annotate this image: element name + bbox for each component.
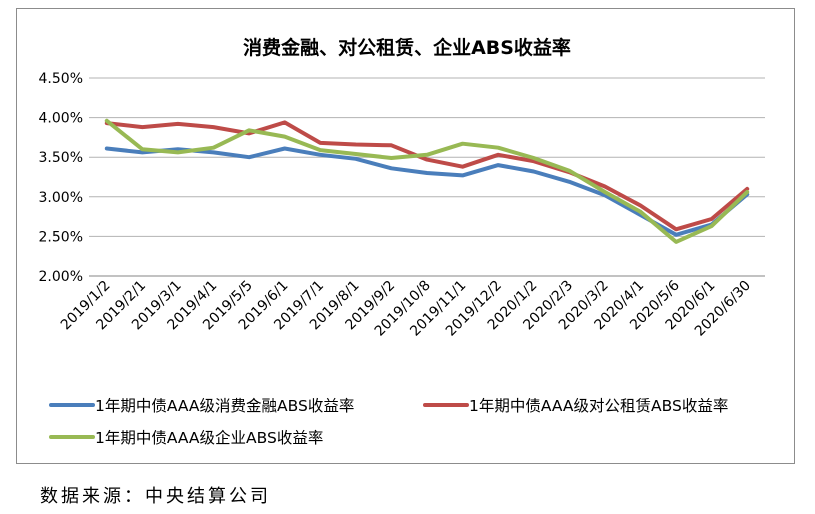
chart-title: 消费金融、对公租赁、企业ABS收益率 xyxy=(243,36,571,59)
legend: 1年期中债AAA级消费金融ABS收益率 1年期中债AAA级对公租赁ABS收益率 1年… xyxy=(49,397,728,447)
y-axis-ticks: 2.00% 2.50% 3.00% 3.50% 4.00% 4.50% xyxy=(39,71,83,285)
source-note: 数据来源：中央结算公司 xyxy=(40,486,271,507)
y-tick-label: 3.00% xyxy=(39,190,83,206)
series-line-1 xyxy=(104,146,750,237)
x-axis-ticks: 2019/1/22019/2/12019/3/12019/4/12019/5/5… xyxy=(58,277,754,339)
legend-label-1: 1年期中债AAA级消费金融ABS收益率 xyxy=(95,397,354,415)
chart-frame: 消费金融、对公租赁、企业ABS收益率 2.00% 2.50% 3.00% 3.50% 4… xyxy=(16,8,795,464)
y-tick-label: 4.50% xyxy=(39,71,83,87)
legend-label-3: 1年期中债AAA级企业ABS收益率 xyxy=(95,429,323,447)
legend-label-2: 1年期中债AAA级对公租赁ABS收益率 xyxy=(469,397,728,415)
y-tick-label: 2.50% xyxy=(39,229,83,245)
y-tick-label: 2.00% xyxy=(39,269,83,285)
series-line-3 xyxy=(104,118,750,244)
series-lines xyxy=(104,118,750,244)
y-tick-label: 4.00% xyxy=(39,111,83,127)
line-chart: 消费金融、对公租赁、企业ABS收益率 2.00% 2.50% 3.00% 3.50% 4… xyxy=(39,36,765,447)
gridlines xyxy=(89,77,765,277)
series-line-2 xyxy=(104,120,750,232)
y-tick-label: 3.50% xyxy=(39,150,83,166)
